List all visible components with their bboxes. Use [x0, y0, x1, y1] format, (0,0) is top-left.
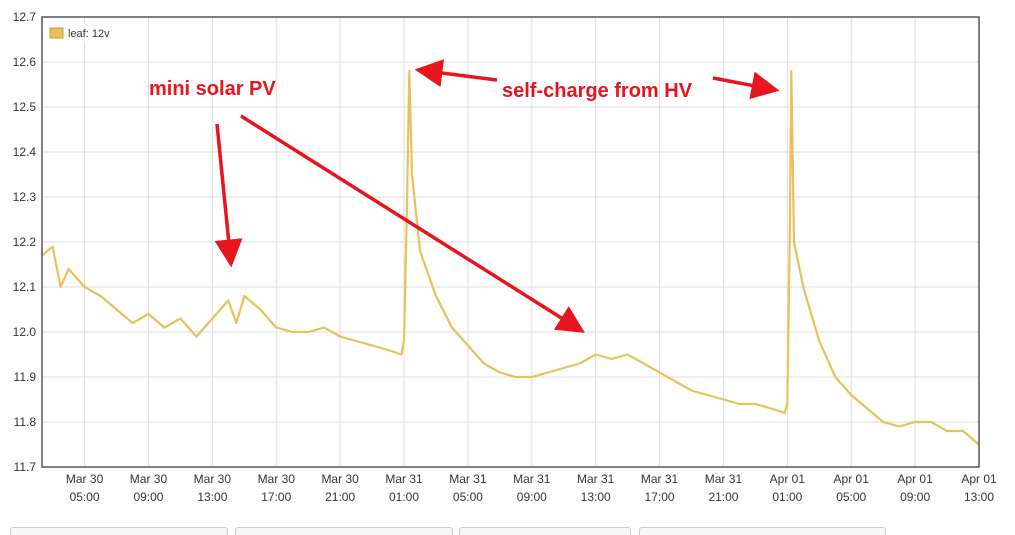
- y-tick-label: 11.7: [14, 460, 37, 474]
- x-tick-label: Mar 31 09:00: [513, 472, 551, 504]
- x-tick-label: Mar 30 21:00: [321, 472, 359, 504]
- y-tick-label: 12.6: [13, 55, 37, 69]
- series-line: [41, 69, 980, 446]
- x-tick-label: Mar 30 17:00: [257, 472, 295, 504]
- marks: [41, 69, 980, 446]
- y-tick-label: 12.5: [13, 100, 37, 114]
- x-tick-label: Mar 30 13:00: [193, 472, 232, 504]
- x-tick-label: Apr 01 05:00: [833, 472, 869, 504]
- arrow: [240, 114, 585, 333]
- y-tick-label: 11.8: [14, 415, 37, 429]
- y-tick-label: 12.2: [13, 235, 37, 249]
- y-tick-label: 12.4: [13, 145, 37, 159]
- x-tick-label: Apr 01 01:00: [769, 472, 805, 504]
- y-tick-label: 12.3: [13, 190, 37, 204]
- x-tick-label: Apr 01 09:00: [897, 472, 933, 504]
- legend-box: [46, 23, 118, 43]
- x-tick-label: Mar 31 13:00: [576, 472, 615, 504]
- arrow: [214, 123, 243, 268]
- legend-label: leaf: 12v: [68, 28, 110, 40]
- annotation: mini solar PV: [149, 78, 276, 100]
- x-tick-label: Mar 31 17:00: [640, 472, 679, 504]
- arrow: [414, 59, 498, 87]
- y-tick-label: 12.1: [13, 280, 37, 294]
- arrow: [712, 71, 780, 100]
- y-tick-label: 11.9: [14, 370, 37, 384]
- legend-swatch: [49, 27, 64, 39]
- control[interactable]: [235, 527, 453, 535]
- control[interactable]: [639, 527, 886, 535]
- x-tick-label: Mar 30 09:00: [129, 472, 168, 504]
- legend: leaf: 12v: [46, 23, 118, 43]
- arrows: [214, 59, 780, 333]
- plot-border: [41, 16, 980, 468]
- x-tick-label: Mar 31 01:00: [385, 472, 423, 504]
- x-tick-label: Mar 31 21:00: [704, 472, 743, 504]
- control[interactable]: [459, 527, 631, 535]
- x-tick-label: Mar 30 05:00: [65, 472, 104, 504]
- control[interactable]: [10, 527, 228, 535]
- y-tick-label: 12.7: [13, 10, 37, 24]
- x-tick-label: Apr 01 13:00: [961, 472, 997, 504]
- x-tick-label: Mar 31 05:00: [449, 472, 487, 504]
- y-tick-label: 12.0: [13, 325, 37, 339]
- annotation: self-charge from HV: [502, 80, 693, 102]
